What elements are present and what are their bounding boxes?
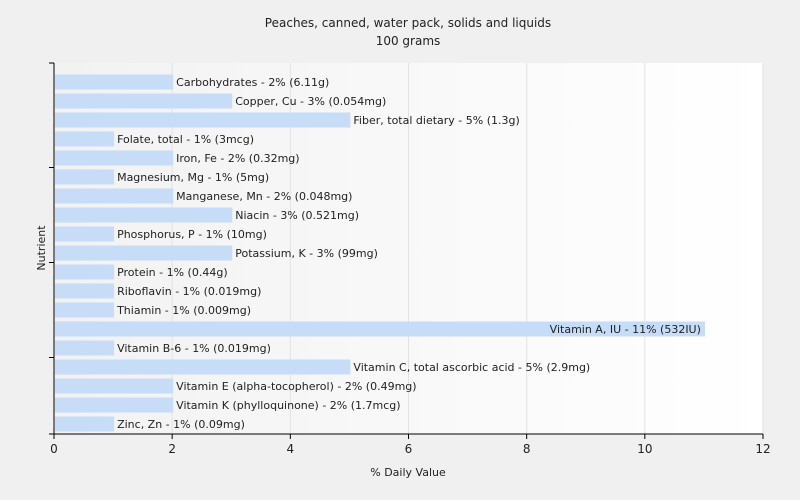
bar-label-6: Manganese, Mn - 2% (0.048mg): [176, 190, 352, 203]
x-tick-label-1: 2: [168, 442, 176, 456]
bar-11: [55, 283, 115, 299]
bar-8: [55, 226, 115, 242]
bar-5: [55, 169, 115, 185]
bar-label-5: Magnesium, Mg - 1% (5mg): [117, 171, 269, 184]
bar-12: [55, 302, 115, 318]
axes-group: [49, 62, 764, 439]
bar-label-9: Potassium, K - 3% (99mg): [235, 247, 378, 260]
bar-label-8: Phosphorus, P - 1% (10mg): [117, 228, 267, 241]
bar-label-15: Vitamin C, total ascorbic acid - 5% (2.9…: [353, 361, 590, 374]
bar-17: [55, 397, 174, 413]
bar-10: [55, 264, 115, 280]
bar-labels-group: Carbohydrates - 2% (6.11g) Copper, Cu - 3…: [116, 76, 701, 431]
x-axis-title: % Daily Value: [370, 466, 446, 479]
bar-label-3: Folate, total - 1% (3mcg): [117, 133, 254, 146]
bar-label-16: Vitamin E (alpha-tocopherol) - 2% (0.49m…: [176, 380, 416, 393]
bar-label-12: Thiamin - 1% (0.009mg): [116, 304, 251, 317]
bar-2: [55, 112, 351, 128]
bar-9: [55, 245, 233, 261]
bar-label-1: Copper, Cu - 3% (0.054mg): [235, 95, 386, 108]
x-tick-label-5: 10: [637, 442, 652, 456]
x-tick-label-3: 6: [405, 442, 413, 456]
chart-subtitle: 100 grams: [376, 34, 441, 48]
bar-label-11: Riboflavin - 1% (0.019mg): [117, 285, 261, 298]
bar-label-18: Zinc, Zn - 1% (0.09mg): [117, 418, 245, 431]
bar-label-10: Protein - 1% (0.44g): [117, 266, 228, 279]
bar-label-17: Vitamin K (phylloquinone) - 2% (1.7mcg): [176, 399, 400, 412]
x-tick-label-6: 12: [755, 442, 770, 456]
bar-14: [55, 340, 115, 356]
x-tick-label-2: 4: [287, 442, 295, 456]
bar-16: [55, 378, 174, 394]
bar-1: [55, 93, 233, 109]
bar-6: [55, 188, 174, 204]
y-axis-title: Nutrient: [35, 225, 48, 271]
bar-3: [55, 131, 115, 147]
chart-title: Peaches, canned, water pack, solids and …: [265, 16, 551, 30]
x-tick-label-0: 0: [50, 442, 58, 456]
x-tick-labels: 0 2 4 6 8 10 12: [50, 442, 770, 456]
bar-15: [55, 359, 351, 375]
bar-18: [55, 416, 115, 432]
bar-label-2: Fiber, total dietary - 5% (1.3g): [353, 114, 519, 127]
bar-7: [55, 207, 233, 223]
bar-label-14: Vitamin B-6 - 1% (0.019mg): [117, 342, 271, 355]
bars-group: [55, 74, 705, 432]
bar-13: [55, 321, 705, 337]
bar-label-7: Niacin - 3% (0.521mg): [235, 209, 359, 222]
bar-label-13: Vitamin A, IU - 11% (532IU): [550, 323, 701, 336]
bar-label-4: Iron, Fe - 2% (0.32mg): [176, 152, 299, 165]
x-tick-label-4: 8: [523, 442, 531, 456]
bar-0: [55, 74, 174, 90]
bar-label-0: Carbohydrates - 2% (6.11g): [176, 76, 329, 89]
bar-4: [55, 150, 174, 166]
